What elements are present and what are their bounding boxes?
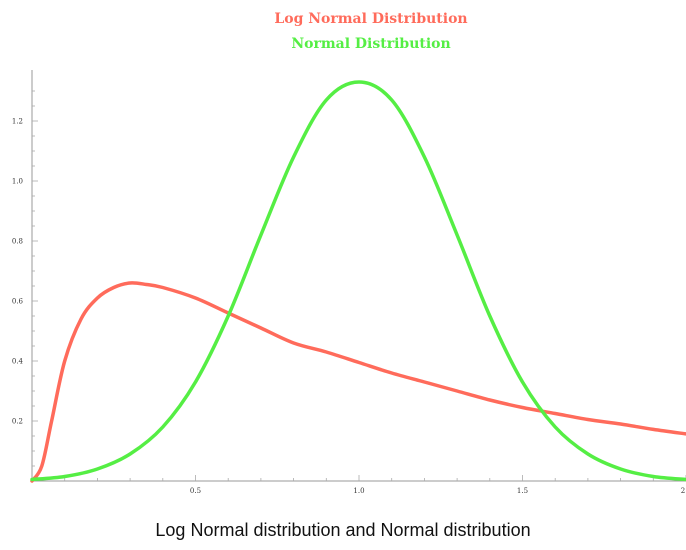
axes: 0.2 0.4 0.6 0.8 1.0 1.2 0.5 1.0 1.5 2 — [12, 70, 686, 495]
legend-normal: Normal Distribution — [291, 36, 450, 52]
figure-caption: Log Normal distribution and Normal distr… — [155, 520, 531, 540]
legend-lognormal: Log Normal Distribution — [274, 11, 467, 27]
x-tick-label: 1.0 — [353, 487, 364, 495]
y-tick-label: 1.0 — [12, 178, 23, 186]
y-tick-label: 0.4 — [12, 358, 24, 366]
y-tick-label: 0.8 — [12, 238, 23, 246]
y-tick-label: 0.6 — [12, 298, 24, 306]
series-layer — [30, 80, 686, 483]
x-tick-label: 0.5 — [190, 487, 201, 495]
normal-series-line — [30, 80, 686, 482]
y-tick-label: 0.2 — [12, 418, 23, 426]
x-tick-label: 2 — [681, 487, 685, 495]
legend: Log Normal Distribution Normal Distribut… — [274, 11, 467, 52]
lognormal-series-line — [30, 281, 686, 483]
y-tick-label: 1.2 — [12, 118, 23, 126]
x-tick-label: 1.5 — [517, 487, 528, 495]
